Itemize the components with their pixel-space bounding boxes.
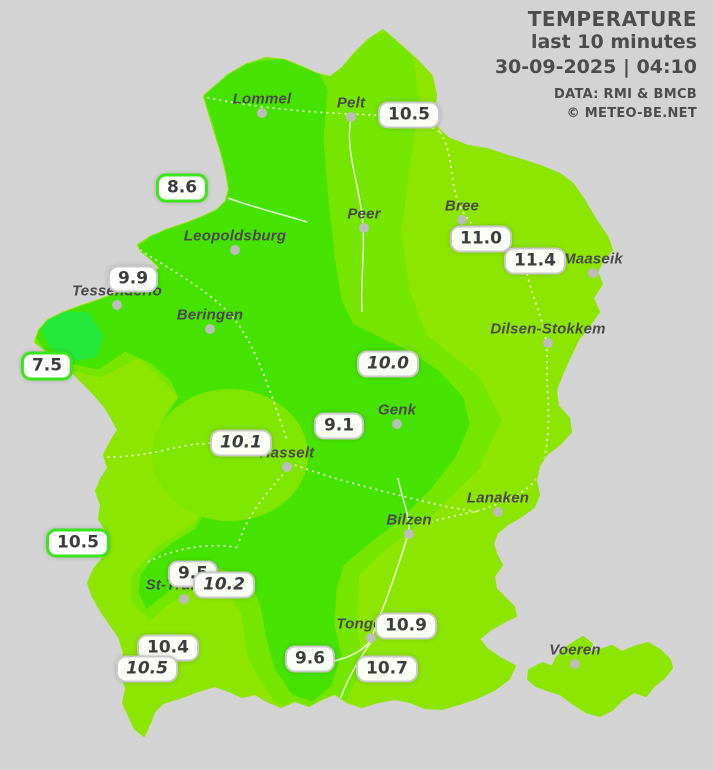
city-label-voeren: Voeren	[549, 641, 601, 659]
city-label-leopoldsburg: Leopoldsburg	[183, 227, 287, 245]
city-dot-hasselt	[282, 462, 292, 472]
city-dot-peer	[359, 223, 369, 233]
temperature-value-badge: 9.6	[284, 645, 336, 673]
municipal-boundary-lines	[59, 92, 550, 563]
city-dot-bree	[457, 215, 467, 225]
city-dot-maaseik	[588, 268, 598, 278]
temperature-value-badge: 11.4	[504, 247, 566, 275]
temp-patch-coldest	[41, 311, 104, 361]
city-label-hasselt: Hasselt	[259, 444, 315, 462]
city-label-lommel: Lommel	[232, 90, 292, 108]
voeren-exclave-shape	[527, 636, 673, 717]
copyright-label: © METEO-BE.NET	[566, 105, 697, 121]
temperature-value-badge: 10.0	[357, 350, 419, 378]
temperature-value-badge: 10.9	[375, 612, 437, 640]
subtitle: last 10 minutes	[530, 31, 697, 53]
city-dot-genk	[392, 419, 402, 429]
city-label-lanaken: Lanaken	[466, 489, 530, 507]
city-label-bilzen: Bilzen	[386, 511, 432, 529]
city-dot-tongeren	[366, 633, 376, 643]
city-label-peer: Peer	[347, 205, 381, 223]
road-lines	[227, 117, 410, 701]
temperature-value-badge: 10.5	[46, 528, 110, 558]
city-dot-bilzen	[404, 529, 414, 539]
temperature-value-badge: 8.6	[155, 173, 209, 203]
map-header: TEMPERATURE last 10 minutes 30-09-2025 |…	[495, 8, 697, 123]
page-title: TEMPERATURE	[527, 7, 697, 31]
temperature-value-badge: 10.7	[356, 655, 418, 683]
city-dot-tessenderlo	[112, 300, 122, 310]
city-label-maaseik: Maaseik	[563, 250, 623, 268]
temperature-value-badge: 10.1	[210, 429, 272, 457]
temperature-value-badge: 9.1	[313, 412, 365, 440]
city-label-pelt: Pelt	[336, 94, 366, 112]
city-dot-leopoldsburg	[230, 245, 240, 255]
datetime-label: 30-09-2025 | 04:10	[494, 55, 697, 78]
temperature-value-badge: 10.5	[116, 655, 178, 683]
city-label-genk: Genk	[377, 401, 417, 419]
temperature-value-badge: 10.2	[193, 571, 255, 599]
data-source-label: DATA: RMI & BMCB	[554, 87, 697, 103]
city-dot-dilsen-stokkem	[543, 338, 553, 348]
temperature-value-badge: 10.5	[378, 101, 440, 129]
city-dot-beringen	[205, 324, 215, 334]
city-label-dilsen-stokkem: Dilsen-Stokkem	[490, 320, 606, 338]
city-dot-lanaken	[493, 507, 503, 517]
city-dot-st-truiden	[179, 594, 189, 604]
city-label-bree: Bree	[444, 197, 480, 215]
city-dot-lommel	[257, 108, 267, 118]
temperature-value-badge: 7.5	[20, 351, 74, 381]
city-label-beringen: Beringen	[176, 306, 244, 324]
city-dot-pelt	[346, 112, 356, 122]
city-dot-voeren	[570, 659, 580, 669]
temperature-value-badge: 9.9	[107, 265, 159, 293]
temperature-value-badge: 11.0	[450, 225, 512, 253]
